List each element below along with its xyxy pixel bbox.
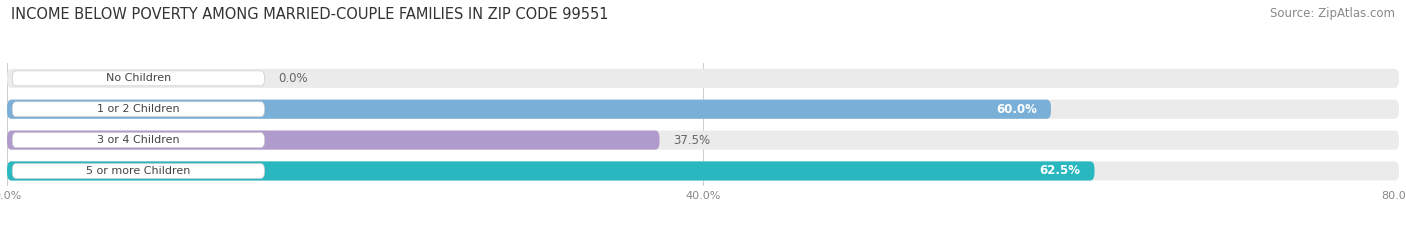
Text: 62.5%: 62.5% [1039,164,1081,178]
FancyBboxPatch shape [13,71,264,86]
FancyBboxPatch shape [13,164,264,178]
FancyBboxPatch shape [7,130,1399,150]
Text: Source: ZipAtlas.com: Source: ZipAtlas.com [1270,7,1395,20]
Text: 5 or more Children: 5 or more Children [86,166,191,176]
Text: 3 or 4 Children: 3 or 4 Children [97,135,180,145]
FancyBboxPatch shape [13,102,264,117]
FancyBboxPatch shape [7,161,1399,181]
Text: 60.0%: 60.0% [997,103,1038,116]
Text: 1 or 2 Children: 1 or 2 Children [97,104,180,114]
Text: No Children: No Children [105,73,172,83]
FancyBboxPatch shape [7,161,1094,181]
Text: 37.5%: 37.5% [673,134,710,147]
Text: 0.0%: 0.0% [278,72,308,85]
Text: INCOME BELOW POVERTY AMONG MARRIED-COUPLE FAMILIES IN ZIP CODE 99551: INCOME BELOW POVERTY AMONG MARRIED-COUPL… [11,7,609,22]
FancyBboxPatch shape [7,130,659,150]
FancyBboxPatch shape [7,100,1052,119]
FancyBboxPatch shape [7,69,1399,88]
FancyBboxPatch shape [7,100,1399,119]
FancyBboxPatch shape [13,133,264,147]
